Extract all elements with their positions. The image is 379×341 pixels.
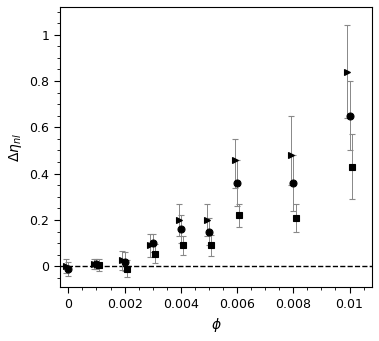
X-axis label: $\phi$: $\phi$ — [211, 316, 221, 334]
Y-axis label: $\Delta\eta_{nl}$: $\Delta\eta_{nl}$ — [7, 132, 24, 162]
